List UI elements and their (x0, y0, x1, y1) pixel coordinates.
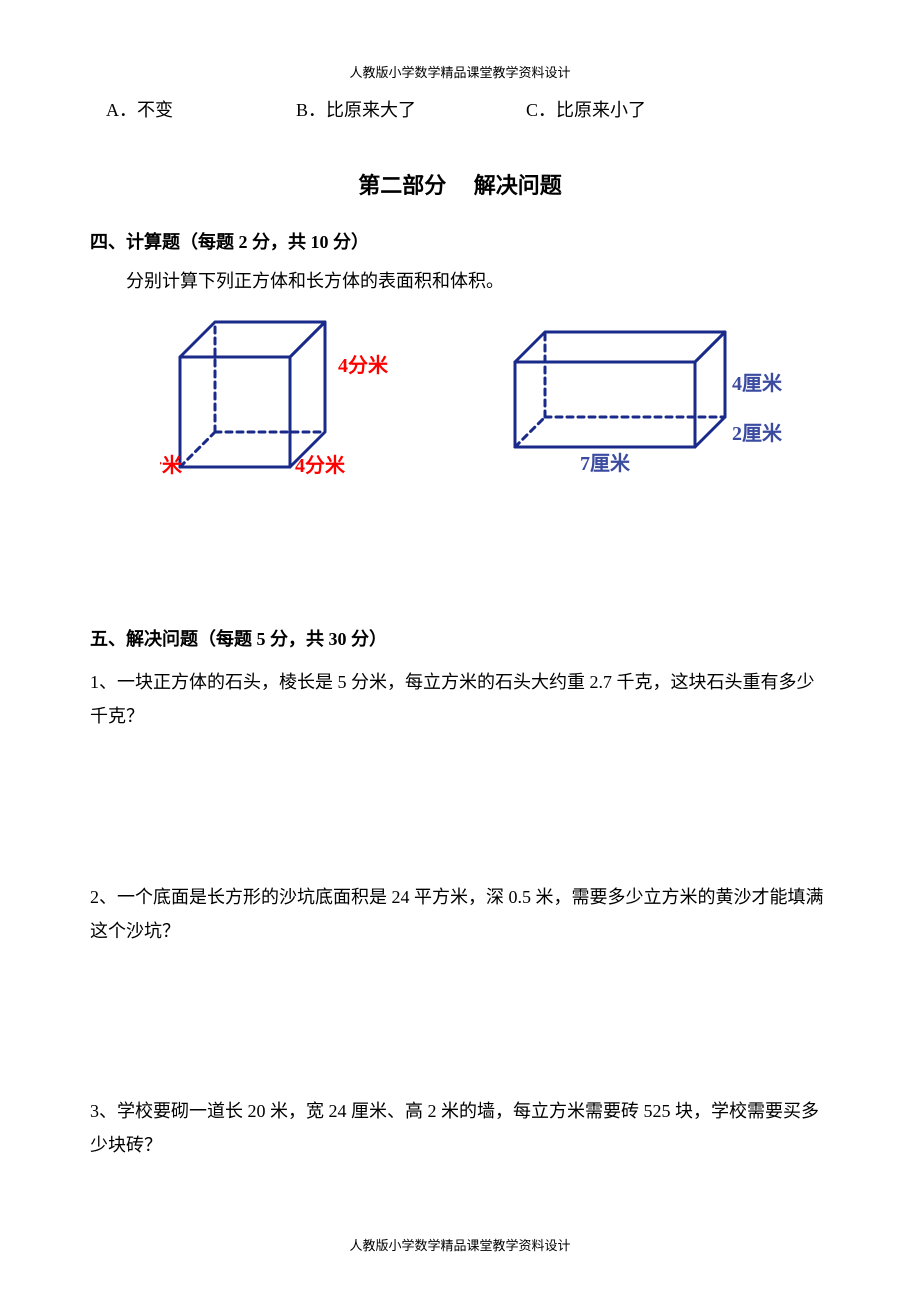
section-2-title: 第二部分 解决问题 (90, 168, 830, 200)
cube-width-label: 4分米 (160, 454, 183, 477)
figure-cuboid: 4厘米 2厘米 7厘米 (500, 312, 800, 487)
option-a: A．不变 (106, 96, 296, 122)
option-c: C．比原来小了 (526, 96, 646, 122)
cuboid-width-label: 2厘米 (732, 422, 783, 445)
spacer (90, 734, 830, 854)
figure-cube: 4分米 4分米 4分米 (160, 312, 410, 487)
page: 人教版小学数学精品课堂教学资料设计 A．不变 B．比原来大了 C．比原来小了 第… (0, 0, 920, 1302)
spacer (90, 948, 830, 1068)
page-footer: 人教版小学数学精品课堂教学资料设计 (0, 1235, 920, 1254)
section-5-heading: 五、解决问题（每题 5 分，共 30 分） (90, 625, 830, 651)
figures-row: 4分米 4分米 4分米 (90, 312, 830, 487)
question-1: 1、一块正方体的石头，棱长是 5 分米，每立方米的石头大约重 2.7 千克，这块… (90, 665, 830, 733)
question-3: 3、学校要砌一道长 20 米，宽 24 厘米、高 2 米的墙，每立方米需要砖 5… (90, 1094, 830, 1162)
spacer (90, 487, 830, 597)
cube-height-label: 4分米 (338, 354, 389, 377)
cube-depth-label: 4分米 (295, 454, 346, 477)
question-2: 2、一个底面是长方形的沙坑底面积是 24 平方米，深 0.5 米，需要多少立方米… (90, 880, 830, 948)
section-4-heading: 四、计算题（每题 2 分，共 10 分） (90, 228, 830, 254)
cuboid-length-label: 7厘米 (580, 452, 631, 475)
section-4-instruction: 分别计算下列正方体和长方体的表面积和体积。 (90, 264, 830, 298)
mc-options-row: A．不变 B．比原来大了 C．比原来小了 (90, 96, 830, 122)
page-header: 人教版小学数学精品课堂教学资料设计 (0, 62, 920, 81)
option-b: B．比原来大了 (296, 96, 526, 122)
cuboid-height-label: 4厘米 (732, 372, 783, 395)
